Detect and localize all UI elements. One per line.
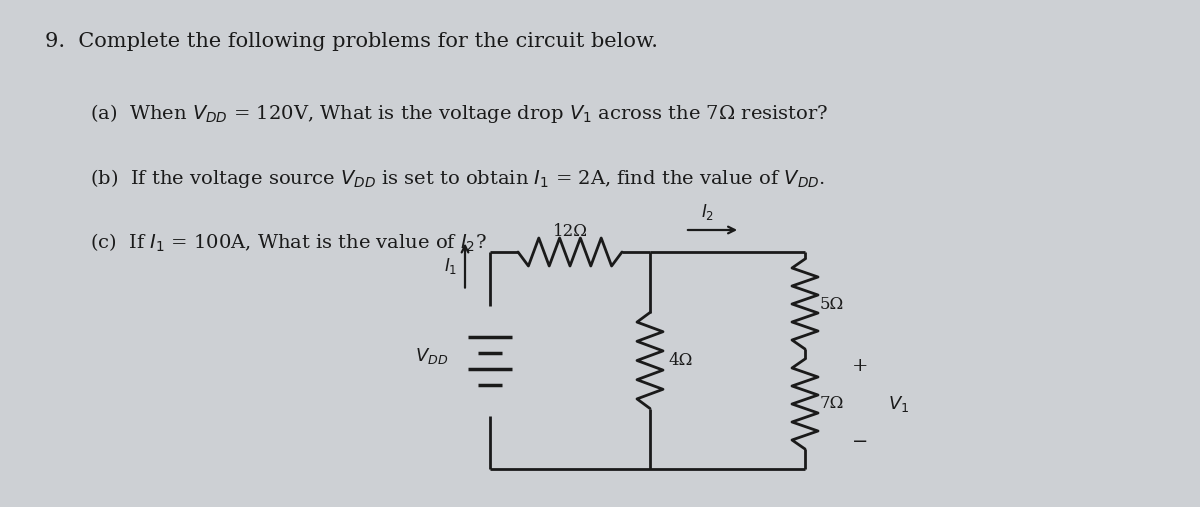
Text: +: +: [852, 357, 869, 375]
Text: 5Ω: 5Ω: [820, 296, 845, 312]
Text: −: −: [852, 433, 868, 451]
Text: 7Ω: 7Ω: [820, 395, 845, 413]
Text: $I_2$: $I_2$: [701, 202, 714, 222]
Text: (b)  If the voltage source $V_{DD}$ is set to obtain $I_1$ = 2A, find the value : (b) If the voltage source $V_{DD}$ is se…: [90, 167, 824, 190]
Text: 9.  Complete the following problems for the circuit below.: 9. Complete the following problems for t…: [46, 32, 658, 51]
Text: 4Ω: 4Ω: [668, 352, 692, 369]
Text: (c)  If $I_1$ = 100A, What is the value of $I_2$?: (c) If $I_1$ = 100A, What is the value o…: [90, 232, 487, 255]
Text: $I_1$: $I_1$: [444, 256, 457, 275]
Text: $V_{DD}$: $V_{DD}$: [415, 345, 448, 366]
Text: 12Ω: 12Ω: [552, 223, 588, 240]
Text: $V_1$: $V_1$: [888, 394, 910, 414]
Text: (a)  When $V_{DD}$ = 120V, What is the voltage drop $V_1$ across the 7Ω resistor: (a) When $V_{DD}$ = 120V, What is the vo…: [90, 102, 828, 125]
